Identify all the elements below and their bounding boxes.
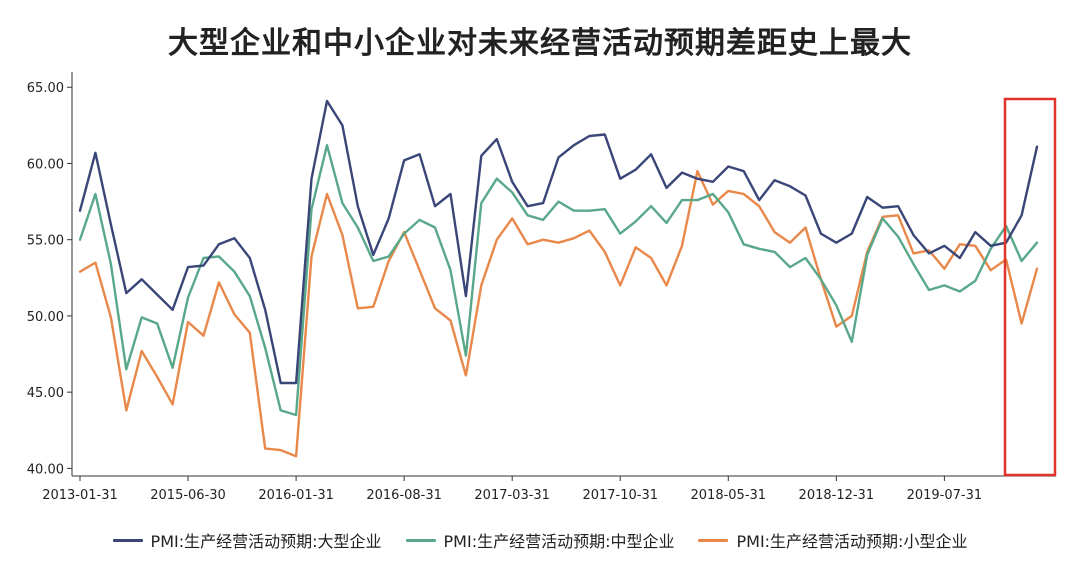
x-tick-label: 2016-08-31: [366, 488, 442, 503]
chart-series: [78, 99, 1039, 458]
y-tick-label: 40.00: [27, 462, 64, 477]
series-line-medium: [78, 144, 1039, 417]
y-tick-label: 45.00: [27, 386, 64, 401]
x-tick-label: 2018-12-31: [799, 488, 875, 503]
legend-label-large: PMI:生产经营活动预期:大型企业: [150, 532, 382, 551]
y-tick-label: 55.00: [27, 234, 64, 249]
legend-swatch-large: [112, 538, 143, 542]
chart-axes: 40.00 45.00 50.00 55.00 60.00 65.00 2013-01-31…: [27, 72, 1056, 503]
x-tick-label: 2019-07-31: [907, 488, 983, 503]
series-line-small: [78, 169, 1039, 458]
chart-title: 大型企业和中小企业对未来经营活动预期差距史上最大: [168, 26, 912, 61]
x-tick-label: 2017-03-31: [474, 488, 550, 503]
legend-item-medium[interactable]: PMI:生产经营活动预期:中型企业: [405, 528, 675, 552]
chart-legend: PMI:生产经营活动预期:大型企业 PMI:生产经营活动预期:中型企业 PMI:…: [0, 528, 1080, 552]
y-tick-label: 65.00: [27, 81, 64, 96]
legend-swatch-small: [698, 538, 729, 542]
y-tick-label: 50.00: [27, 310, 64, 325]
legend-swatch-medium: [405, 538, 436, 542]
highlight-box: [1003, 97, 1057, 477]
x-tick-label: 2015-06-30: [150, 488, 226, 503]
y-tick-label: 60.00: [27, 157, 64, 172]
x-tick-label: 2017-10-31: [582, 488, 658, 503]
x-tick-label: 2016-01-31: [258, 488, 334, 503]
legend-label-medium: PMI:生产经营活动预期:中型企业: [443, 532, 675, 551]
x-tick-label: 2013-01-31: [42, 488, 118, 503]
chart-highlight: [1003, 97, 1057, 477]
series-line-large: [78, 99, 1039, 385]
legend-item-small[interactable]: PMI:生产经营活动预期:小型企业: [698, 528, 967, 552]
legend-item-large[interactable]: PMI:生产经营活动预期:大型企业: [112, 528, 382, 552]
legend-label-small: PMI:生产经营活动预期:小型企业: [736, 532, 968, 551]
x-tick-label: 2018-05-31: [691, 488, 767, 503]
